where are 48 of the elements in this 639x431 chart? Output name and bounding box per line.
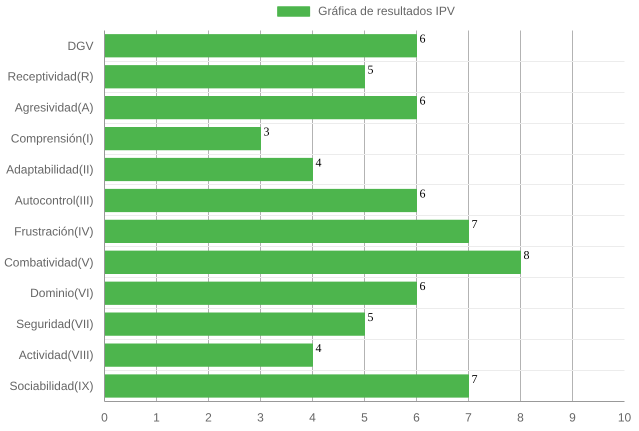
bar [104, 65, 365, 88]
bar [104, 34, 417, 58]
x-tick-label: 8 [517, 410, 524, 424]
data-label: 4 [316, 155, 322, 170]
bar [104, 250, 521, 274]
y-tick-label: Dominio(VI) [30, 286, 94, 300]
x-tick-label: 2 [205, 410, 212, 424]
data-label: 5 [368, 310, 374, 324]
x-tick-label: 3 [257, 410, 264, 424]
bar [104, 220, 469, 244]
data-label: 7 [472, 217, 478, 232]
y-tick-label: DGV [67, 38, 94, 53]
data-label: 6 [420, 279, 426, 294]
x-tick-label: 6 [413, 410, 420, 424]
y-tick-label: Autocontrol(III) [14, 193, 94, 208]
y-tick-label: Combatividad(V) [4, 255, 94, 270]
bar [104, 343, 313, 367]
y-tick-label: Actividad(VIII) [18, 348, 94, 362]
y-tick-label: Seguridad(VII) [16, 317, 94, 332]
data-label: 6 [420, 186, 426, 200]
data-label: 7 [472, 372, 478, 386]
x-tick-label: 5 [361, 410, 368, 424]
data-label: 6 [420, 94, 426, 108]
x-tick-label: 10 [618, 410, 632, 424]
y-tick-label: Receptividad(R) [7, 70, 94, 84]
x-tick-label: 1 [153, 410, 160, 424]
data-label: 6 [420, 32, 426, 46]
legend-label: Gráfica de resultados IPV [318, 4, 455, 18]
y-tick-label: Frustración(IV) [14, 224, 94, 238]
x-tick-label: 0 [101, 410, 108, 424]
bar [104, 96, 417, 120]
bar [104, 312, 365, 336]
data-label: 4 [316, 340, 322, 355]
x-tick-label: 7 [465, 410, 472, 424]
bar [104, 282, 417, 305]
y-tick-label: Adaptabilidad(II) [6, 162, 94, 177]
y-tick-label: Sociabilidad(IX) [9, 379, 94, 394]
data-label: 3 [264, 124, 270, 138]
bar [104, 374, 469, 398]
x-tick-label: 9 [569, 410, 576, 424]
bar [104, 158, 313, 182]
y-tick-label: Comprensión(I) [10, 132, 94, 146]
data-label: 5 [368, 62, 374, 77]
bar [104, 126, 261, 150]
y-tick-label: Agresividad(A) [14, 100, 94, 115]
x-tick-label: 4 [309, 410, 316, 424]
data-label: 8 [524, 248, 530, 262]
bar [104, 188, 417, 212]
